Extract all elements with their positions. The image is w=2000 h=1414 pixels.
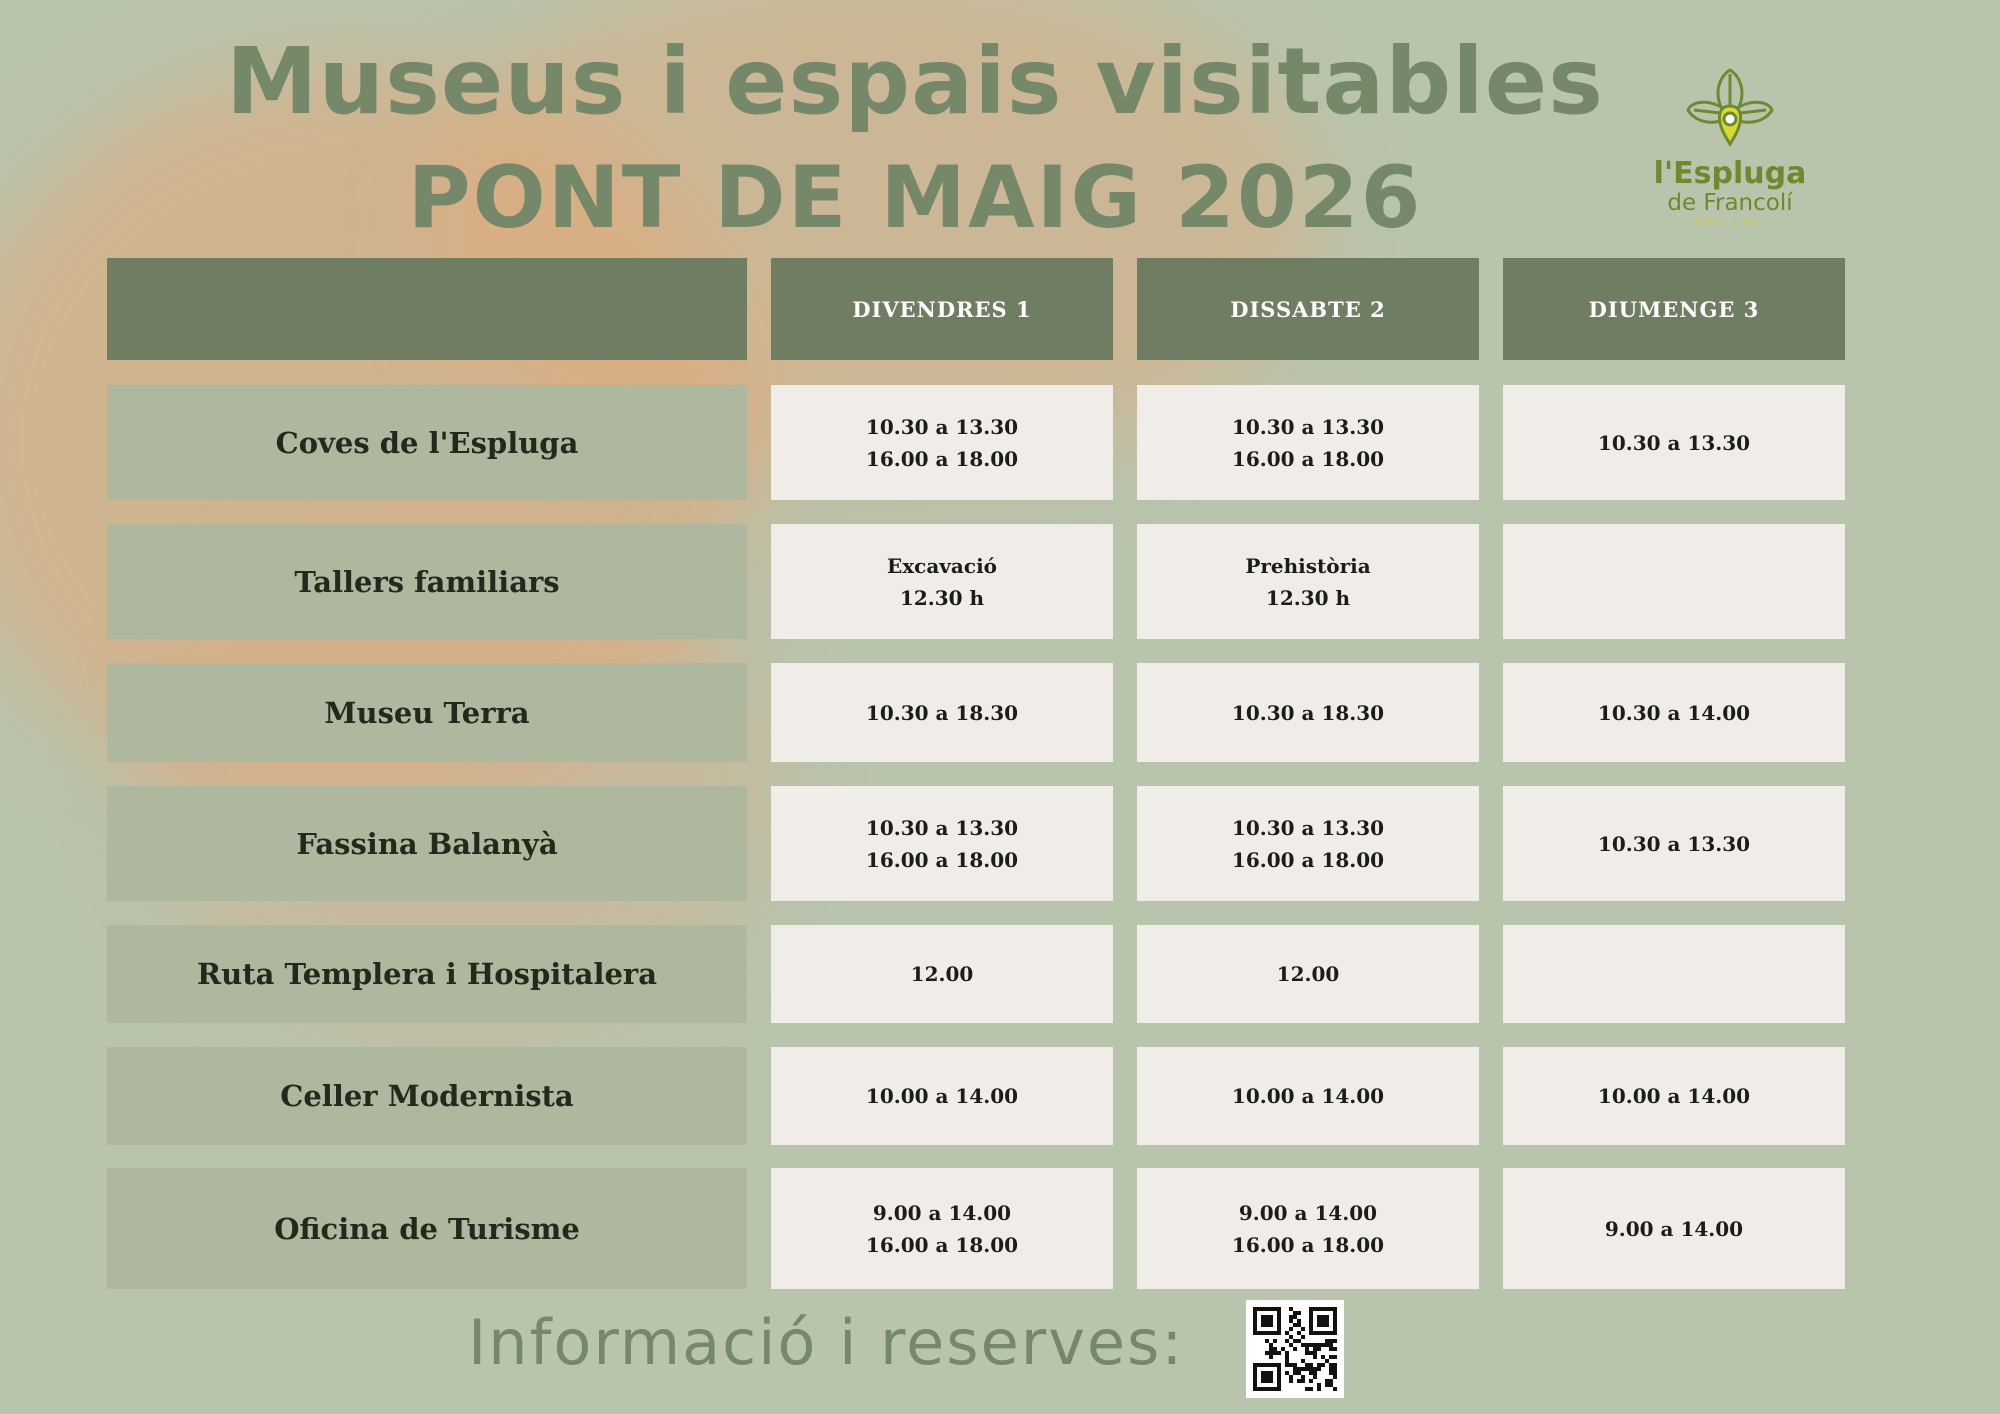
schedule-line: 10.30 a 14.00 [1597, 700, 1751, 725]
schedule-cell: 9.00 a 14.00 16.00 a 18.00 [771, 1168, 1113, 1289]
schedule-cell [1503, 925, 1845, 1023]
schedule-cell: Prehistòria 12.30 h [1137, 524, 1479, 639]
row-label: Fassina Balanyà [107, 786, 747, 901]
qr-code-icon[interactable] [1246, 1300, 1344, 1398]
schedule-line: 10.30 a 13.30 [865, 414, 1019, 439]
logo-place: de Francolí [1667, 190, 1793, 216]
row-label: Museu Terra [107, 663, 747, 762]
schedule-line: 9.00 a 14.00 [1238, 1200, 1378, 1225]
schedule-cell: 10.30 a 14.00 [1503, 663, 1845, 762]
column-header: DIUMENGE 3 [1503, 258, 1845, 360]
schedule-line: 12.00 [910, 962, 974, 986]
schedule-line: 10.30 a 13.30 [1597, 430, 1751, 455]
page-title: Museus i espais visitables [226, 28, 1604, 135]
schedule-cell: 10.30 a 18.30 [1137, 663, 1479, 762]
schedule-cell: Excavació 12.30 h [771, 524, 1113, 639]
info-reservations-label: Informació i reserves: [468, 1306, 1185, 1379]
schedule-line: 16.00 a 18.00 [865, 1232, 1019, 1257]
schedule-cell: 10.30 a 13.30 [1503, 385, 1845, 500]
schedule-cell: 10.00 a 14.00 [1503, 1047, 1845, 1145]
schedule-line: 10.00 a 14.00 [1231, 1084, 1385, 1108]
header-blank-cell [107, 258, 747, 360]
schedule-line: 16.00 a 18.00 [865, 446, 1019, 471]
schedule-line: 10.30 a 13.30 [1597, 831, 1751, 856]
row-label: Oficina de Turisme [107, 1168, 747, 1289]
schedule-line: 16.00 a 18.00 [1231, 446, 1385, 471]
schedule-cell: 12.00 [771, 925, 1113, 1023]
logo-name: l'Espluga [1653, 156, 1807, 191]
schedule-cell: 10.00 a 14.00 [1137, 1047, 1479, 1145]
logo-tagline: TURISME [1695, 218, 1765, 228]
schedule-line: 12.30 h [1265, 585, 1351, 610]
schedule-line: 12.30 h [899, 585, 985, 610]
schedule-line: 10.30 a 18.30 [1231, 700, 1385, 725]
schedule-line: 16.00 a 18.00 [1231, 1232, 1385, 1257]
row-label: Tallers familiars [107, 524, 747, 639]
schedule-cell: 10.00 a 14.00 [771, 1047, 1113, 1145]
schedule-line: Prehistòria [1245, 553, 1371, 578]
schedule-line: 9.00 a 14.00 [872, 1200, 1012, 1225]
schedule-line: 10.30 a 13.30 [1231, 815, 1385, 840]
location-pin-leaf-icon [1686, 68, 1774, 147]
schedule-cell [1503, 524, 1845, 639]
schedule-line: Excavació [887, 553, 997, 578]
row-label: Ruta Templera i Hospitalera [107, 925, 747, 1023]
schedule-line: 10.00 a 14.00 [1597, 1084, 1751, 1108]
schedule-cell: 10.30 a 13.30 16.00 a 18.00 [1137, 385, 1479, 500]
schedule-line: 10.30 a 18.30 [865, 700, 1019, 725]
schedule-line: 10.00 a 14.00 [865, 1084, 1019, 1108]
schedule-line: 12.00 [1276, 962, 1340, 986]
schedule-cell: 10.30 a 13.30 16.00 a 18.00 [1137, 786, 1479, 901]
schedule-cell: 10.30 a 13.30 16.00 a 18.00 [771, 786, 1113, 901]
schedule-cell: 9.00 a 14.00 16.00 a 18.00 [1137, 1168, 1479, 1289]
schedule-line: 10.30 a 13.30 [1231, 414, 1385, 439]
schedule-cell: 10.30 a 13.30 [1503, 786, 1845, 901]
schedule-line: 9.00 a 14.00 [1604, 1216, 1744, 1241]
schedule-line: 10.30 a 13.30 [865, 815, 1019, 840]
schedule-cell: 12.00 [1137, 925, 1479, 1023]
logo: l'Espluga de Francolí TURISME [1640, 64, 1820, 254]
schedule-line: 16.00 a 18.00 [1231, 847, 1385, 872]
schedule-cell: 10.30 a 18.30 [771, 663, 1113, 762]
column-header: DISSABTE 2 [1137, 258, 1479, 360]
row-label: Celler Modernista [107, 1047, 747, 1145]
page-subtitle: PONT DE MAIG 2026 [407, 148, 1423, 248]
column-header: DIVENDRES 1 [771, 258, 1113, 360]
row-label: Coves de l'Espluga [107, 385, 747, 500]
schedule-cell: 9.00 a 14.00 [1503, 1168, 1845, 1289]
schedule-line: 16.00 a 18.00 [865, 847, 1019, 872]
schedule-cell: 10.30 a 13.30 16.00 a 18.00 [771, 385, 1113, 500]
